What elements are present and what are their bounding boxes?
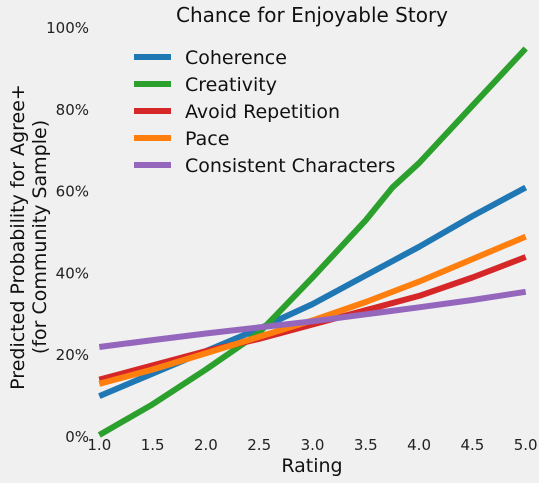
x-tick-label: 1.0 [87, 436, 111, 454]
y-tick-label: 60% [56, 183, 89, 201]
y-axis-label: Predicted Probability for Agree+ (for Co… [7, 84, 51, 390]
legend-label: Creativity [185, 74, 277, 96]
y-axis-ticks: 0% 20% 40% 60% 80% 100% [46, 19, 89, 446]
chart-title: Chance for Enjoyable Story [176, 3, 448, 27]
y-tick-label: 0% [65, 428, 89, 446]
series-line-avoid-repetition [98, 254, 527, 383]
x-axis-label: Rating [281, 455, 342, 477]
legend-label: Pace [185, 128, 229, 150]
x-tick-label: 4.0 [407, 436, 431, 454]
y-tick-label: 40% [56, 264, 89, 282]
x-tick-label: 5.0 [514, 436, 538, 454]
x-tick-label: 3.0 [301, 436, 325, 454]
x-tick-label: 1.5 [141, 436, 165, 454]
series-line-consistent-characters [98, 288, 527, 350]
x-tick-label: 2.0 [194, 436, 218, 454]
legend: Coherence Creativity Avoid Repetition Pace C… [134, 47, 395, 177]
y-tick-label: 20% [56, 346, 89, 364]
series-lines [97, 46, 528, 438]
x-tick-label: 2.5 [247, 436, 271, 454]
legend-label: Consistent Characters [185, 155, 395, 177]
x-axis-ticks: 1.0 1.5 2.0 2.5 3.0 3.5 4.0 4.5 5.0 [87, 436, 537, 454]
y-tick-label: 100% [46, 19, 89, 37]
legend-label: Coherence [185, 47, 287, 69]
legend-label: Avoid Repetition [185, 101, 340, 123]
series-line-creativity [97, 46, 528, 438]
x-tick-label: 3.5 [354, 436, 378, 454]
y-axis-label-line1: Predicted Probability for Agree+ [7, 84, 29, 390]
y-axis-label-line2: (for Community Sample) [29, 120, 51, 354]
x-tick-label: 4.5 [460, 436, 484, 454]
y-tick-label: 80% [56, 101, 89, 119]
